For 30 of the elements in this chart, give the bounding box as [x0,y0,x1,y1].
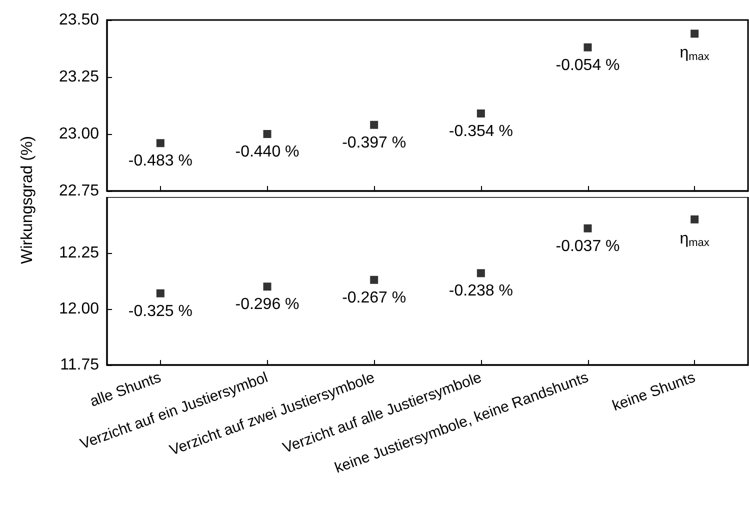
y-tick-label: 23.25 [58,68,100,86]
point [263,130,272,138]
point [690,215,699,224]
y-tick-label: 12.25 [58,244,100,262]
annotation: -0.267 % [342,289,406,306]
annotation: -0.397 % [342,134,406,152]
point [584,224,592,232]
y-tick-label: 22.75 [58,182,100,200]
annotation: -0.483 % [128,152,192,170]
y-tick-label: 23.00 [58,126,100,142]
point [690,30,699,38]
point [476,109,485,118]
annotation: -0.296 % [235,296,300,314]
point [156,289,164,298]
annotation: -0.054 % [556,56,620,74]
annotation: -0.238 % [448,282,513,300]
point [263,282,272,291]
annotation: -0.440 % [235,144,300,160]
x-tick-label: keine Shunts [610,369,698,415]
point [156,139,164,148]
annotation: -0.325 % [128,302,192,320]
y-tick-label: 23.50 [58,12,100,28]
point [370,276,378,284]
annotation: -0.037 % [556,238,620,255]
y-tick-label: 12.00 [58,300,100,318]
point [476,269,485,278]
point [584,43,592,52]
annotation: -0.354 % [448,122,513,140]
y-axis-title: Wirkungsgrad (%) [19,136,37,264]
point [370,120,378,129]
